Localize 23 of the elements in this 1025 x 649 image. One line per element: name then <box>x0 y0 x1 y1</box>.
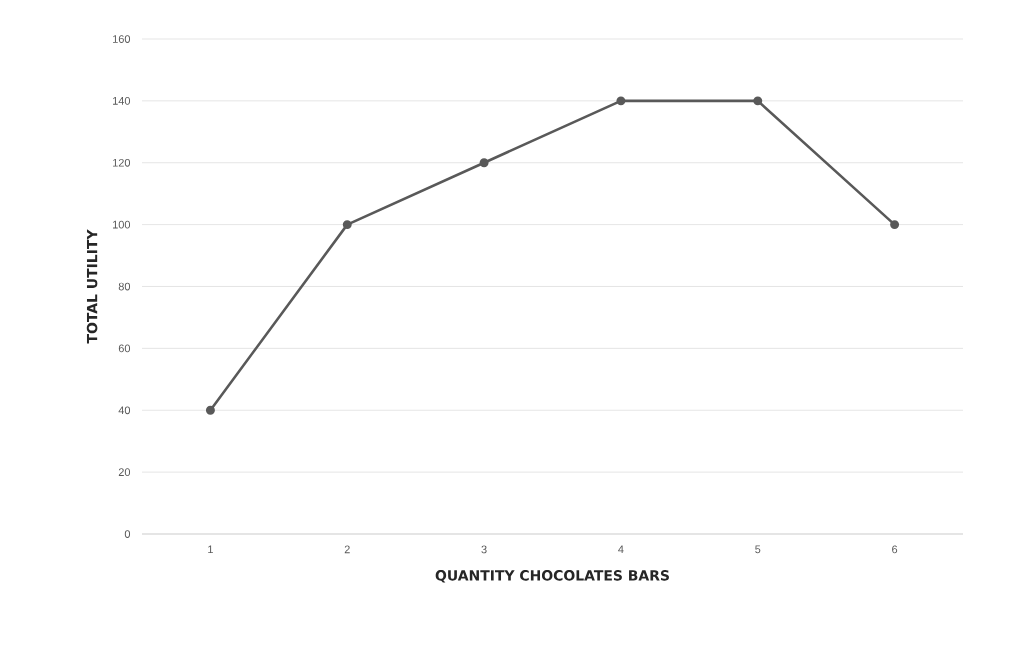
y-tick-label: 100 <box>113 220 131 229</box>
x-tick-label: 3 <box>481 545 487 554</box>
y-tick-label: 60 <box>118 344 131 353</box>
x-tick-label: 1 <box>208 545 213 554</box>
x-tick-label: 6 <box>892 545 898 554</box>
point <box>205 405 215 415</box>
y-tick-label: 120 <box>113 158 131 167</box>
point <box>479 158 489 168</box>
point <box>890 220 900 230</box>
x-tick-label: 2 <box>344 545 350 554</box>
y-tick-label: 20 <box>118 468 131 477</box>
x-tick-label: 5 <box>755 545 761 554</box>
x-axis-title: QUANTITY CHOCOLATES BARS <box>435 570 669 583</box>
y-axis-title: TOTAL UTILITY <box>86 229 98 344</box>
x-tick-label: 4 <box>618 545 624 554</box>
y-tick-label: 0 <box>124 530 131 538</box>
y-tick-label: 140 <box>113 97 131 105</box>
point <box>753 96 763 106</box>
y-tick-label: 160 <box>113 35 131 43</box>
point <box>616 96 626 106</box>
point <box>342 220 352 230</box>
y-tick-label: 40 <box>118 406 131 415</box>
y-tick-label: 80 <box>118 282 131 291</box>
